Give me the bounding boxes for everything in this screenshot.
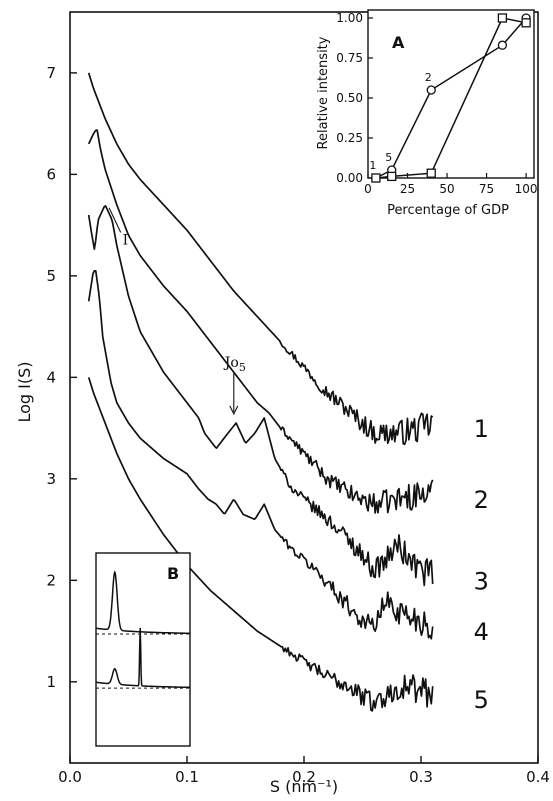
y-tick-label: 6	[46, 165, 56, 183]
y-tick-label: 2	[46, 571, 56, 589]
inset-b-frame	[95, 552, 191, 747]
x-tick-label: 0.3	[409, 768, 433, 786]
y-tick-label: 5	[46, 267, 56, 285]
series-5-line	[87, 377, 434, 712]
inset-a-circle-marker	[497, 40, 508, 50]
curve-labels: 1 2 3 4 5	[474, 415, 489, 714]
annotation-label: I	[123, 232, 129, 248]
inset-a-square-marker	[371, 173, 381, 183]
x-axis-title: S (nm⁻¹)	[270, 777, 338, 796]
y-tick-label: 7	[46, 64, 56, 82]
annotation-leader-line	[108, 207, 122, 233]
inset-a-y-tick-label: 0.25	[336, 131, 363, 145]
curve-label: 1	[474, 415, 489, 443]
inset-a-background	[368, 10, 534, 178]
inset-a-x-axis-title: Percentage of GDP	[387, 203, 509, 218]
curve-label: 2	[474, 486, 489, 514]
inset-a-point-label: 5	[385, 151, 392, 164]
inset-a-x-tick-label: 0	[364, 182, 372, 196]
inset-a-x-tick-label: 50	[439, 182, 454, 196]
inset-a-frame	[367, 9, 535, 179]
inset-a-y-axis-title: Relative intensity	[316, 36, 331, 149]
annotation-arrow-head	[229, 405, 239, 416]
y-tick-label: 1	[46, 673, 56, 691]
inset-b-panel-letter: B	[167, 564, 179, 583]
x-tick-label: 0.1	[175, 768, 199, 786]
y-tick-label: 3	[46, 470, 56, 488]
annotation-subscript: 5	[239, 361, 246, 374]
series-1-line	[87, 72, 434, 446]
inset-a-y-tick-label: 0.00	[336, 171, 363, 185]
y-axis-ticks: 1 2 3 4 5 6 7	[46, 64, 77, 691]
x-axis-ticks: 0.0 0.1 0.2 0.3 0.4	[58, 756, 550, 786]
peak-annotations: I Jo5	[108, 207, 246, 416]
annotation-label: Jo5	[223, 355, 246, 374]
y-tick-label: 4	[46, 368, 56, 386]
curve-label: 4	[474, 618, 489, 646]
inset-a-square-marker	[497, 13, 508, 23]
inset-a-square-marker	[426, 168, 436, 178]
series-3-line	[87, 204, 434, 587]
inset-b-series	[95, 570, 190, 689]
inset-a-y-tick-label: 1.00	[336, 11, 363, 25]
inset-b-profile-upper	[96, 570, 190, 635]
inset-a-x-tick-label: 100	[515, 182, 538, 196]
curve-label: 5	[474, 686, 489, 714]
scattering-curves	[87, 72, 434, 712]
inset-a: 0 25 50 75 100 0.00 0.25 0.50 0.75 1.00 15 2 A Pe…	[316, 9, 538, 218]
inset-a-y-tick-label: 0.75	[336, 51, 363, 65]
inset-a-x-tick-label: 75	[479, 182, 494, 196]
main-chart: 0.0 0.1 0.2 0.3 0.4 1 2 3 4 5 6 7 1 2 3 4 5 I Jo5 S (nm…	[15, 11, 550, 796]
inset-a-circle-marker	[426, 85, 436, 95]
inset-a-y-tick-label: 0.50	[336, 91, 363, 105]
x-tick-label: 0.4	[526, 768, 550, 786]
inset-a-x-tick-label: 25	[400, 182, 415, 196]
inset-a-square-marker	[521, 18, 531, 28]
inset-a-x-ticks: 0 25 50 75 100	[364, 173, 538, 196]
series-4-line	[87, 269, 434, 640]
inset-a-y-ticks: 0.00 0.25 0.50 0.75 1.00	[336, 11, 373, 185]
inset-a-point-label: 1	[369, 159, 376, 172]
inset-a-panel-letter: A	[392, 33, 405, 52]
curve-label: 3	[474, 567, 489, 595]
x-tick-label: 0.2	[292, 768, 316, 786]
inset-a-square-marker	[387, 171, 397, 182]
inset-a-point-label: 2	[425, 71, 432, 84]
y-axis-title: Log I(S)	[15, 361, 34, 422]
series-2-line	[87, 129, 434, 514]
inset-a-series: 15 2	[369, 13, 531, 183]
x-tick-label: 0.0	[58, 768, 82, 786]
inset-b: B	[95, 552, 191, 747]
inset-b-profile-lower	[95, 627, 190, 689]
